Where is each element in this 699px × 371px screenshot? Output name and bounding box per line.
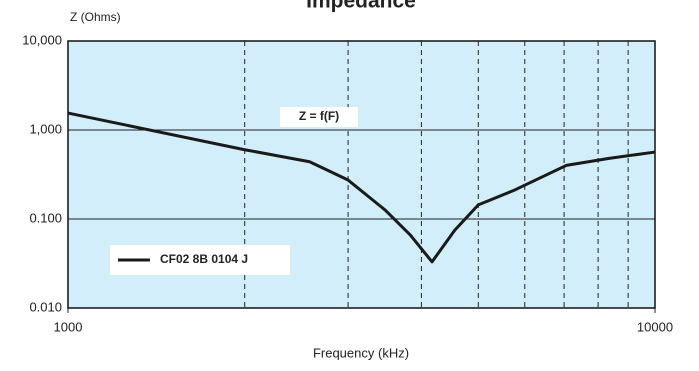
plot-border [67, 40, 656, 309]
x-tick-label: 10000 [637, 319, 673, 334]
y-tick-label: 0.100 [29, 210, 62, 225]
y-tick-label: 0.010 [29, 299, 62, 314]
annotation-box [280, 107, 358, 127]
chart-title: Impedance [306, 0, 416, 13]
y-tick-label: 10,000 [22, 32, 62, 47]
y-tick-label: 1,000 [29, 121, 62, 136]
series-line [67, 111, 656, 264]
x-axis-label: Frequency (kHz) [313, 345, 409, 360]
y-axis-label: Z (Ohms) [70, 10, 121, 24]
x-tick-label: 1000 [54, 319, 83, 334]
legend-label: CF02 8B 0104 J [160, 252, 248, 266]
annotation: Z = f(F) [299, 109, 339, 123]
